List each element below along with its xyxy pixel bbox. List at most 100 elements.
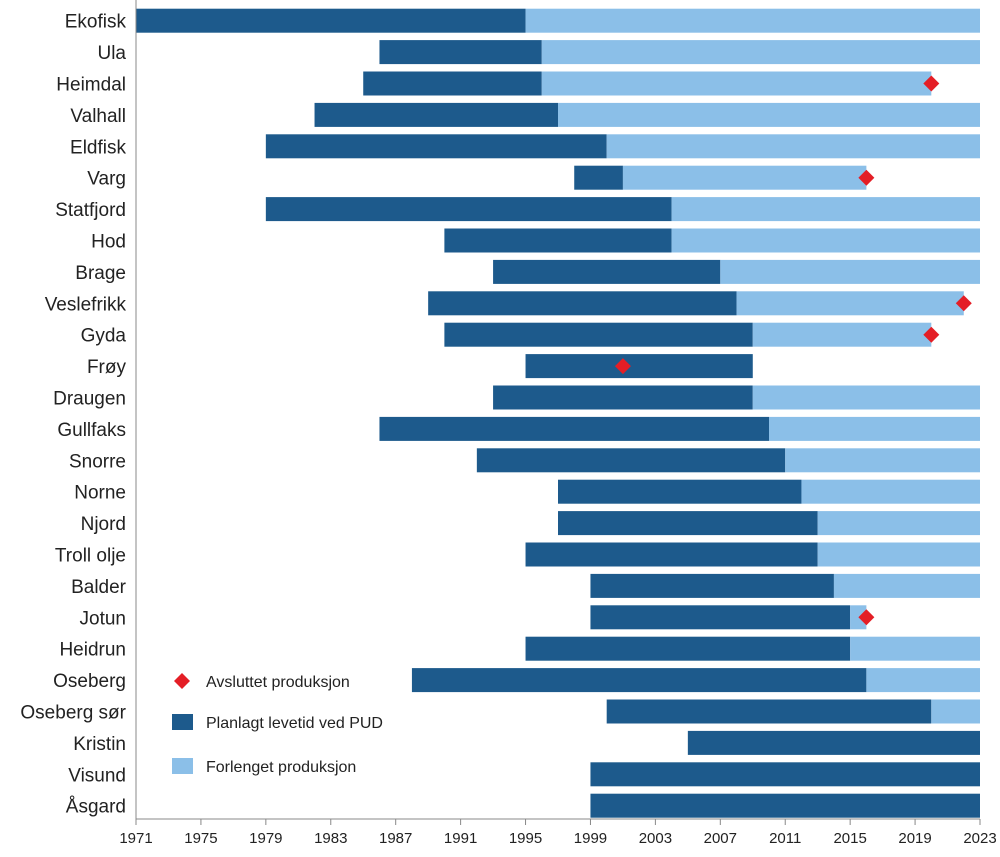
bar-extended-veslefrikk	[736, 291, 964, 316]
category-label-gullfaks: Gullfaks	[57, 420, 126, 441]
bar-planned-draugen	[493, 385, 753, 410]
x-tick-label-1979: 1979	[249, 830, 282, 847]
bar-planned-kristin	[687, 730, 980, 755]
bar-extended-snorre	[785, 448, 980, 473]
bar-extended-njord	[817, 511, 980, 536]
bar-extended-heidrun	[850, 636, 980, 661]
category-label-snorre: Snorre	[69, 451, 126, 472]
bar-extended-oseberg	[866, 668, 980, 693]
category-labels: Ekofisk Ula Heimdal Valhall Eldfisk Varg Statf…	[20, 12, 126, 818]
category-label-åsgard: Åsgard	[66, 797, 126, 818]
category-label-kristin: Kristin	[73, 734, 126, 755]
bar-planned-gullfaks	[379, 416, 769, 441]
category-label-ekofisk: Ekofisk	[65, 12, 127, 33]
bar-planned-ekofisk	[136, 8, 526, 33]
bar-extended-troll-olje	[817, 542, 980, 567]
legend-label-ended: Avsluttet produksjon	[206, 674, 350, 691]
category-label-jotun: Jotun	[80, 608, 126, 629]
bar-extended-eldfisk	[606, 134, 980, 159]
legend-swatch-extended	[172, 758, 193, 774]
x-tick-label-1971: 1971	[119, 830, 152, 847]
category-label-draugen: Draugen	[53, 389, 126, 410]
category-label-heimdal: Heimdal	[56, 75, 126, 96]
x-tick-label-2007: 2007	[704, 830, 737, 847]
bar-planned-heidrun	[525, 636, 851, 661]
category-label-troll-olje: Troll olje	[55, 546, 126, 567]
x-tick-label-2023: 2023	[963, 830, 996, 847]
bar-planned-oseberg-sør	[606, 699, 932, 724]
x-tick-label-2019: 2019	[898, 830, 931, 847]
category-label-oseberg: Oseberg	[53, 671, 126, 692]
bar-planned-valhall	[314, 102, 558, 127]
bar-planned-balder	[590, 573, 834, 598]
category-label-statfjord: Statfjord	[55, 200, 126, 221]
bar-planned-ula	[379, 40, 542, 65]
x-tick-label-1999: 1999	[574, 830, 607, 847]
ended-marker-frøy	[614, 358, 631, 375]
x-tick-label-1995: 1995	[509, 830, 542, 847]
bar-planned-njord	[558, 511, 818, 536]
x-tick-label-1991: 1991	[444, 830, 477, 847]
legend-label-extended: Forlenget produksjon	[206, 759, 356, 776]
category-label-eldfisk: Eldfisk	[70, 137, 126, 158]
bar-planned-eldfisk	[265, 134, 607, 159]
bar-planned-snorre	[476, 448, 786, 473]
bar-extended-draugen	[752, 385, 980, 410]
bar-extended-balder	[833, 573, 980, 598]
bar-planned-frøy	[525, 354, 753, 379]
ended-marker-gyda	[923, 326, 940, 343]
legend-swatch-ended	[174, 673, 190, 689]
bar-planned-statfjord	[265, 197, 672, 222]
markers-layer	[614, 75, 972, 626]
bar-planned-oseberg	[411, 668, 867, 693]
x-tick-label-1975: 1975	[184, 830, 217, 847]
category-label-brage: Brage	[75, 263, 126, 284]
bar-planned-varg	[574, 165, 623, 190]
bar-extended-gyda	[752, 322, 932, 347]
ended-marker-varg	[858, 169, 875, 186]
legend-item-planned: Planlagt levetid ved PUD	[172, 714, 383, 732]
bar-extended-heimdal	[541, 71, 932, 96]
category-label-frøy: Frøy	[87, 357, 127, 378]
bar-planned-norne	[558, 479, 802, 504]
bar-extended-ekofisk	[525, 8, 980, 33]
bar-extended-norne	[801, 479, 980, 504]
legend-swatch-planned	[172, 714, 193, 730]
bar-extended-jotun	[850, 605, 867, 630]
category-label-varg: Varg	[87, 169, 126, 190]
bar-planned-troll-olje	[525, 542, 818, 567]
category-label-njord: Njord	[81, 514, 126, 535]
bar-extended-varg	[622, 165, 867, 190]
bar-extended-statfjord	[671, 197, 980, 222]
bar-planned-veslefrikk	[428, 291, 737, 316]
category-label-valhall: Valhall	[70, 106, 126, 127]
legend: Avsluttet produksjon Planlagt levetid ved…	[172, 673, 383, 776]
x-tick-label-2011: 2011	[769, 830, 801, 847]
bar-planned-åsgard	[590, 793, 980, 818]
category-label-gyda: Gyda	[81, 326, 127, 347]
bar-planned-heimdal	[363, 71, 542, 96]
bar-planned-gyda	[444, 322, 753, 347]
category-label-heidrun: Heidrun	[59, 640, 126, 661]
bar-planned-brage	[493, 259, 721, 284]
bar-extended-hod	[671, 228, 980, 253]
ended-marker-heimdal	[923, 75, 940, 92]
bar-extended-ula	[541, 40, 980, 65]
category-label-hod: Hod	[91, 232, 126, 253]
x-tick-label-1983: 1983	[314, 830, 347, 847]
x-axis: 1971 1975 1979 1983 1987 1991 1995 1999 2003 2007…	[119, 0, 997, 847]
category-label-veslefrikk: Veslefrikk	[45, 294, 127, 315]
legend-label-planned: Planlagt levetid ved PUD	[206, 715, 383, 732]
bars-layer	[136, 8, 980, 818]
bar-planned-jotun	[590, 605, 851, 630]
ended-marker-veslefrikk	[955, 295, 972, 312]
bar-extended-valhall	[558, 102, 980, 127]
legend-item-extended: Forlenget produksjon	[172, 758, 356, 776]
bar-extended-oseberg-sør	[931, 699, 980, 724]
ended-marker-jotun	[858, 609, 875, 626]
category-label-balder: Balder	[71, 577, 127, 598]
bar-planned-hod	[444, 228, 672, 253]
bar-planned-visund	[590, 762, 980, 787]
